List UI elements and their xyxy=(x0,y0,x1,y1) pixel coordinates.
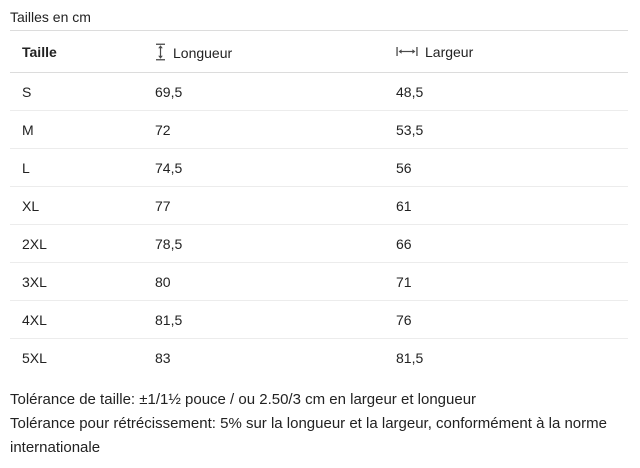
chart-title: Tailles en cm xyxy=(10,9,91,25)
cell-longueur: 78,5 xyxy=(143,224,384,263)
table-row: 4XL 81,5 76 xyxy=(10,300,628,339)
tolerance-notes: Tolérance de taille: ±1/1½ pouce / ou 2.… xyxy=(10,388,628,460)
table-row: 5XL 83 81,5 xyxy=(10,339,628,377)
column-header-largeur: Largeur xyxy=(384,30,628,73)
cell-taille: S xyxy=(10,72,143,111)
table-row: 3XL 80 71 xyxy=(10,262,628,301)
cell-longueur: 69,5 xyxy=(143,72,384,111)
column-header-largeur-label: Largeur xyxy=(425,43,474,60)
width-measure-icon xyxy=(396,46,418,57)
cell-largeur: 76 xyxy=(384,300,628,339)
cell-taille: 3XL xyxy=(10,262,143,301)
table-row: XL 77 61 xyxy=(10,186,628,225)
table-row: M 72 53,5 xyxy=(10,110,628,149)
cell-largeur: 53,5 xyxy=(384,110,628,149)
cell-taille: M xyxy=(10,110,143,149)
cell-taille: XL xyxy=(10,186,143,225)
table-row: S 69,5 48,5 xyxy=(10,72,628,111)
tolerance-shrink-note: Tolérance pour rétrécissement: 5% sur la… xyxy=(10,415,607,456)
header-row: Taille Longueur xyxy=(10,30,628,73)
cell-largeur: 71 xyxy=(384,262,628,301)
cell-taille: 5XL xyxy=(22,349,47,366)
column-header-taille: Taille xyxy=(10,30,143,73)
cell-taille: 4XL xyxy=(10,300,143,339)
cell-largeur: 48,5 xyxy=(384,72,628,111)
column-header-taille-label: Taille xyxy=(22,43,57,60)
height-measure-icon xyxy=(155,43,166,61)
cell-largeur: 56 xyxy=(384,148,628,187)
column-header-longueur-label: Longueur xyxy=(173,44,233,61)
cell-taille: 2XL xyxy=(10,224,143,263)
table-row: L 74,5 56 xyxy=(10,148,628,187)
column-header-longueur: Longueur xyxy=(143,30,384,73)
cell-longueur: 77 xyxy=(143,186,384,225)
tolerance-size-note: Tolérance de taille: ±1/1½ pouce / ou 2.… xyxy=(10,391,477,408)
cell-longueur: 74,5 xyxy=(143,148,384,187)
size-table: Taille Longueur xyxy=(10,30,628,376)
table-row: 2XL 78,5 66 xyxy=(10,224,628,263)
cell-longueur: 72 xyxy=(143,110,384,149)
cell-taille: L xyxy=(10,148,143,187)
cell-longueur: 80 xyxy=(143,262,384,301)
cell-largeur: 61 xyxy=(384,186,628,225)
cell-largeur: 81,5 xyxy=(396,349,424,366)
cell-longueur: 81,5 xyxy=(143,300,384,339)
cell-longueur: 83 xyxy=(155,349,171,366)
cell-largeur: 66 xyxy=(384,224,628,263)
